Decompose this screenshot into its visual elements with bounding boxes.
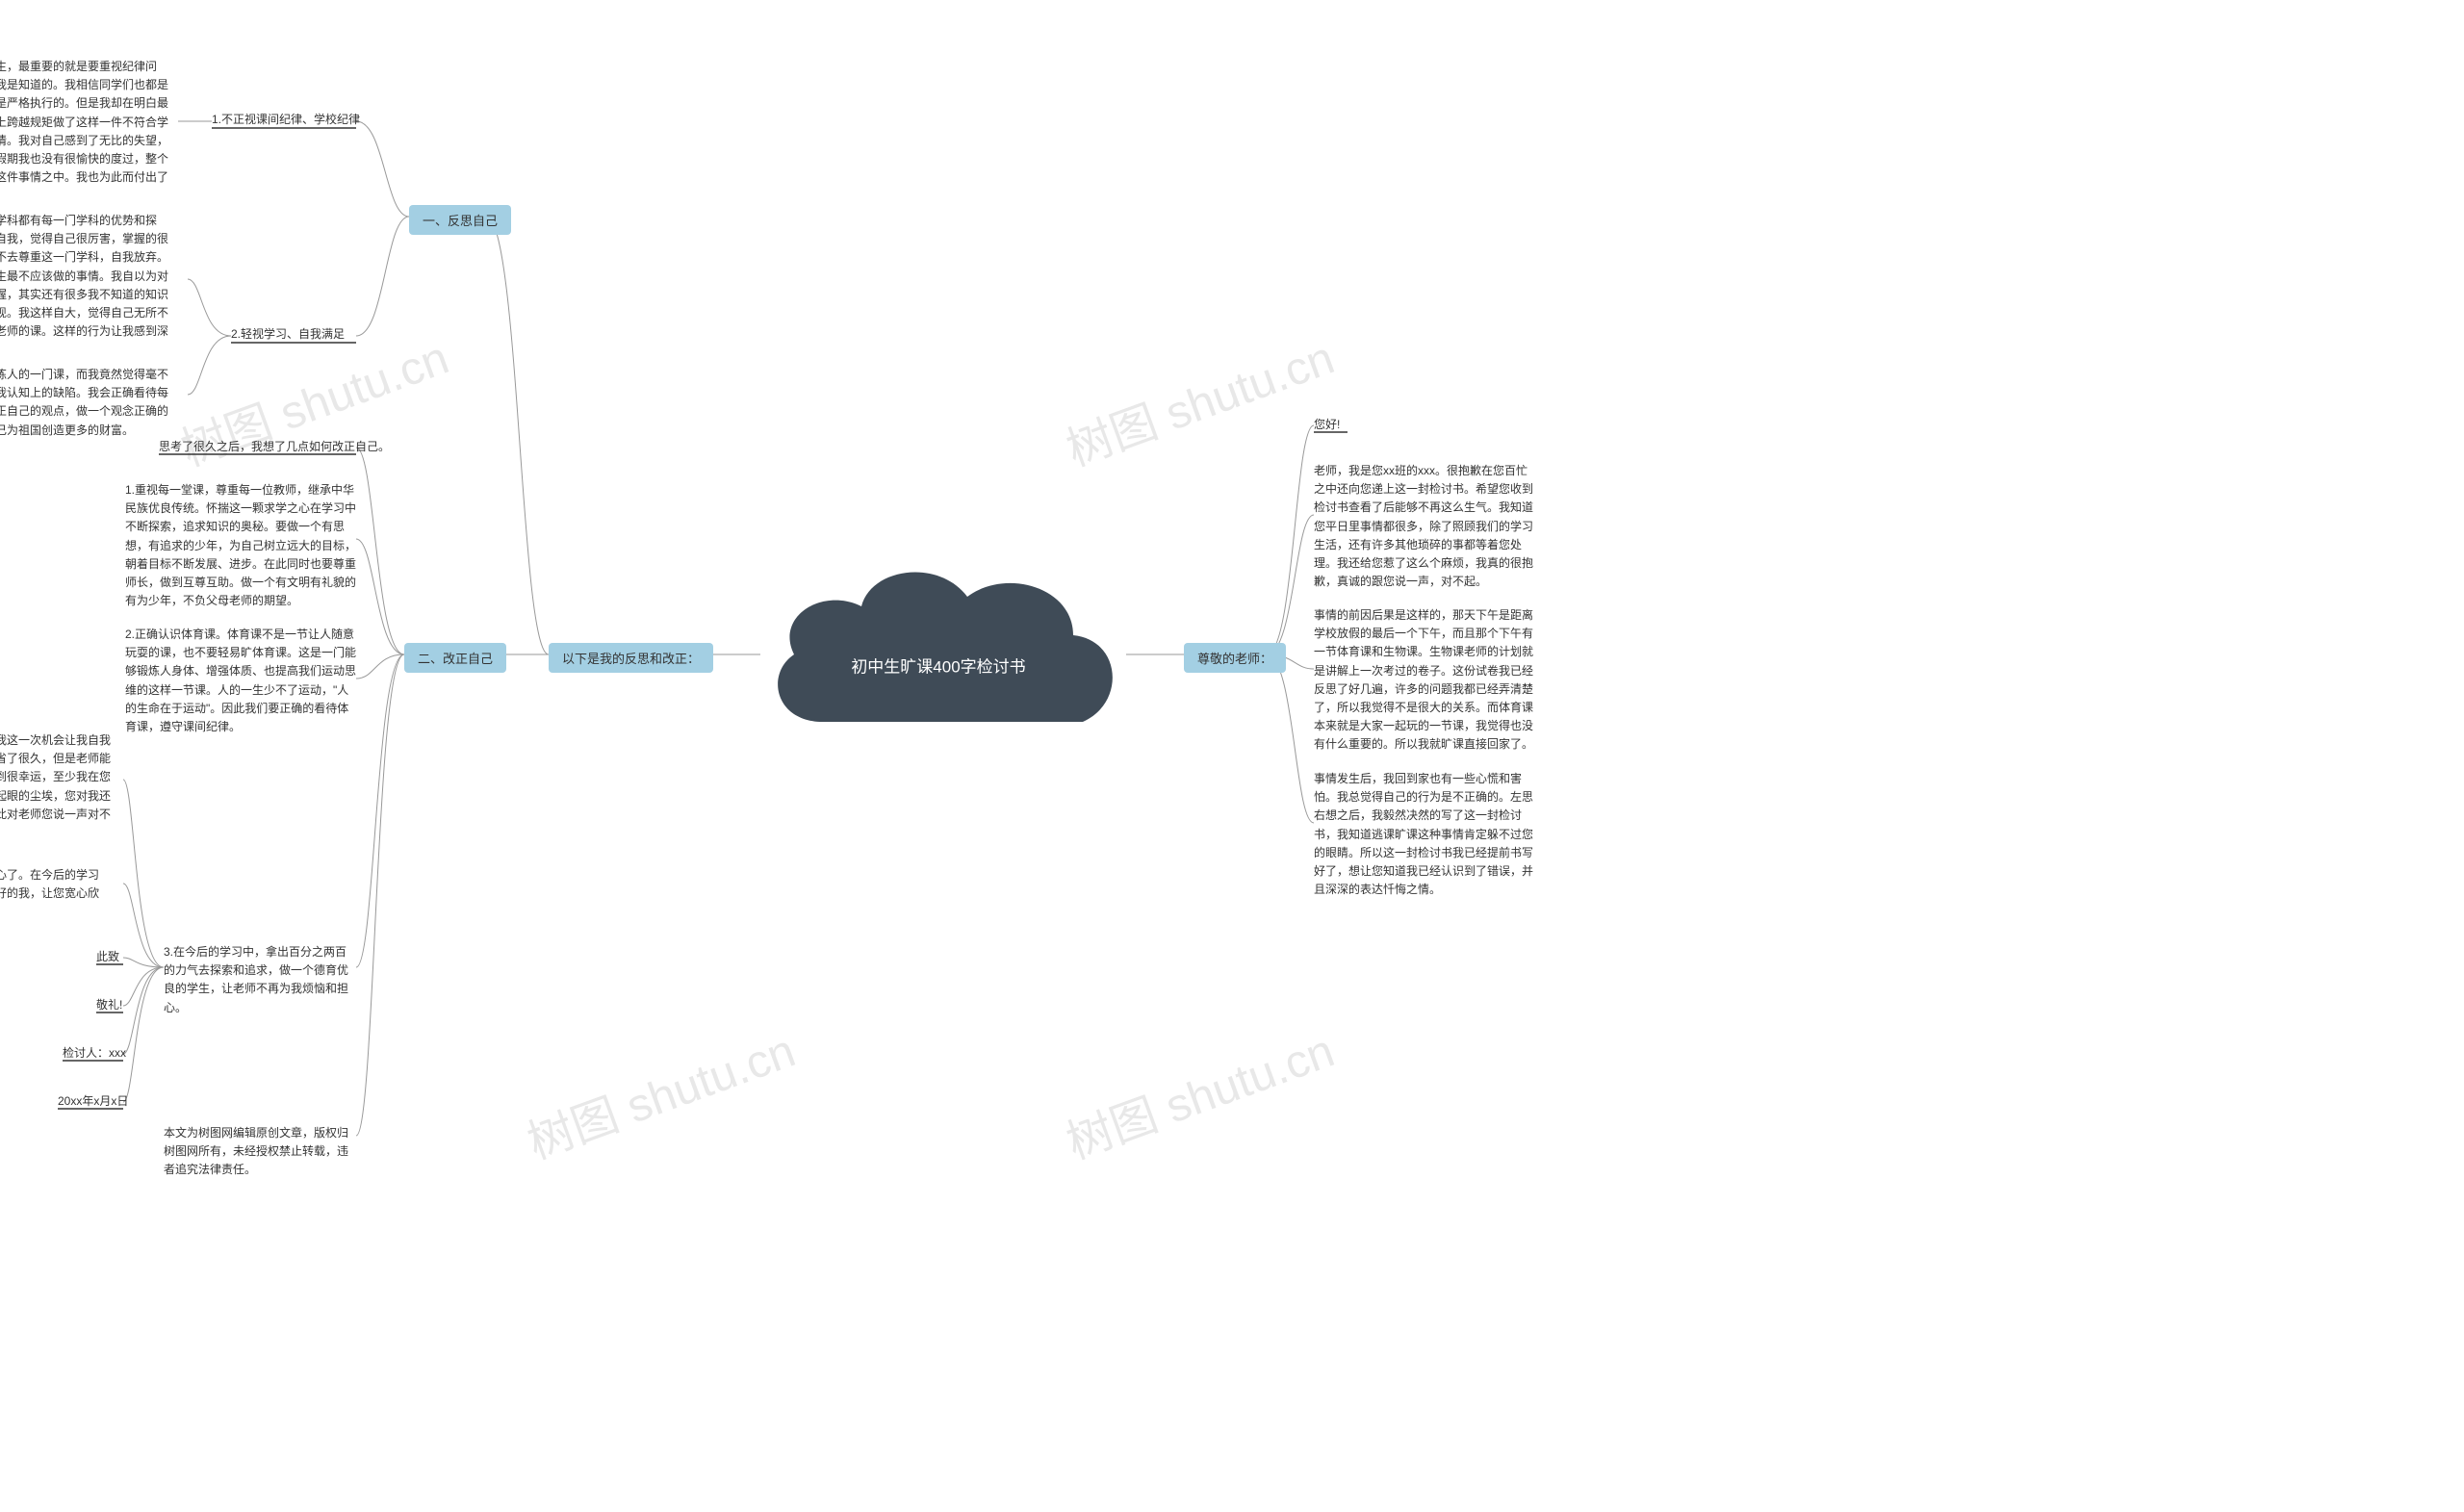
correct-item1: 1.重视每一堂课，尊重每一位教师，继承中华民族优良传统。怀揣这一颗求学之心在学习… (125, 481, 356, 610)
correct-node: 二、改正自己 (404, 643, 506, 673)
center-node: 初中生旷课400字检讨书 (746, 549, 1131, 760)
watermark: 树图 shutu.cn (517, 1012, 803, 1171)
reflect-item2-body: 其实每一门学科都有每一门学科的优势和探索，我太过自我，觉得自己很厉害，掌握的很好… (0, 212, 178, 360)
watermark: 树图 shutu.cn (1056, 320, 1342, 478)
right-p3: 事情的前因后果是这样的，那天下午是距离学校放假的最后一个下午，而且那个下午有一节… (1314, 606, 1535, 755)
right-p4: 事情发生后，我回到家也有一些心慌和害怕。我总觉得自己的行为是不正确的。左思右想之… (1314, 770, 1535, 899)
correct-item3-label: 3.在今后的学习中，拿出百分之两百的力气去探索和追求，做一个德育优良的学生，让老… (164, 943, 356, 1017)
watermark: 树图 shutu.cn (1056, 1012, 1342, 1171)
mindmap-connectors (0, 0, 2464, 1512)
signoff-date: 20xx年x月x日 (58, 1092, 128, 1111)
signoff-cizhi: 此致 (96, 948, 119, 966)
right-greeting: 您好! (1314, 416, 1340, 434)
correct-item3-para1: 最后，很感谢老师能给我这一次机会让我自我反省。虽然我也已经反省了很久，但是老师能… (0, 731, 120, 842)
correct-item2: 2.正确认识体育课。体育课不是一节让人随意玩耍的课，也不要轻易旷体育课。这是一门… (125, 626, 356, 736)
correct-item3-para2: 对不起，老师，让您担心了。在今后的学习中，我一定做到一个最好的我，让您宽心欣慰。 (0, 866, 120, 922)
reflect-item1-body: 作为一名学生，最重要的就是要重视纪律问题，这一点我是知道的。我相信同学们也都是清… (0, 58, 178, 206)
reflect-item1-label: 1.不正视课间纪律、学校纪律 (212, 111, 360, 129)
signoff-name: 检讨人：xxx (63, 1044, 126, 1063)
right-main-node: 尊敬的老师： (1184, 643, 1286, 673)
signoff-jingli: 敬礼! (96, 996, 122, 1014)
reflect-item2-label: 2.轻视学习、自我满足 (231, 325, 345, 344)
left-main-node: 以下是我的反思和改正： (549, 643, 713, 673)
right-p2: 老师，我是您xx班的xxx。很抱歉在您百忙之中还向您递上这一封检讨书。希望您收到… (1314, 462, 1535, 591)
reflect-node: 一、反思自己 (409, 205, 511, 235)
copyright-text: 本文为树图网编辑原创文章，版权归树图网所有，未经授权禁止转载，违者追究法律责任。 (164, 1124, 356, 1180)
reflect-item2-extra: 体育课是锻炼人的一门课，而我竟然觉得毫不重要。这是我认知上的缺陷。我会正确看待每… (0, 366, 178, 440)
correct-intro: 思考了很久之后，我想了几点如何改正自己。 (159, 438, 390, 456)
center-title: 初中生旷课400字检讨书 (851, 653, 1025, 678)
